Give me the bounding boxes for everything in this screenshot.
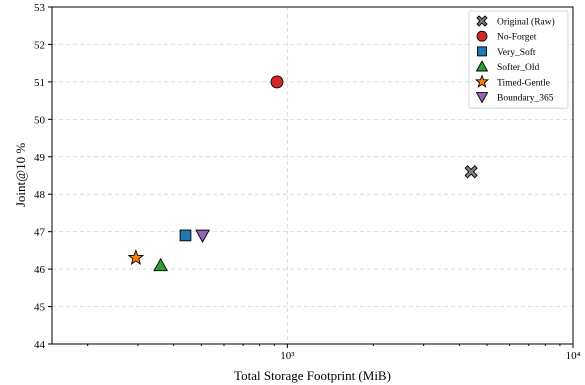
data-point-original-raw <box>464 165 478 179</box>
y-tick-label: 50 <box>34 114 46 126</box>
legend-marker-softer-old <box>475 60 489 72</box>
legend-label-boundary-365: Boundary_365 <box>497 94 554 104</box>
legend: Original (Raw) No-Forget Very_Soft Softer_O… <box>468 10 569 109</box>
y-axis-label: Joint@10 % <box>13 143 28 208</box>
data-point-timed-gentle <box>127 249 145 265</box>
legend-marker-timed-gentle <box>474 74 490 88</box>
data-point-boundary-365 <box>195 229 210 243</box>
x-axis-label: Total Storage Footprint (MiB) <box>234 368 391 383</box>
legend-marker-boundary-365 <box>475 92 489 104</box>
legend-label-softer-old: Softer_Old <box>497 62 539 73</box>
y-tick-label: 45 <box>34 302 46 314</box>
legend-label-no-forget: No-Forget <box>497 33 537 43</box>
legend-marker-no-forget <box>476 30 488 42</box>
y-tick-label: 46 <box>34 264 46 276</box>
legend-marker-original-raw <box>476 15 488 27</box>
plot-frame <box>51 6 574 345</box>
data-point-no-forget <box>270 75 284 89</box>
legend-marker-very-soft <box>477 46 487 57</box>
y-tick-label: 51 <box>34 77 45 89</box>
y-tick-label: 44 <box>34 339 46 351</box>
x-tick-label: 10⁴ <box>566 350 581 362</box>
axis-ticks: 44 45 46 47 48 49 50 51 52 53 10³ 10⁴ <box>34 2 581 362</box>
y-tick-label: 49 <box>34 152 46 164</box>
legend-label-timed-gentle: Timed-Gentle <box>497 78 550 88</box>
legend-box <box>468 10 569 109</box>
data-point-very-soft <box>179 229 192 242</box>
legend-label-original-raw: Original (Raw) <box>497 17 555 28</box>
legend-label-very-soft: Very_Soft <box>497 47 536 58</box>
y-tick-label: 52 <box>34 39 45 51</box>
y-tick-label: 47 <box>34 227 46 239</box>
data-point-softer-old <box>153 257 168 272</box>
y-tick-label: 53 <box>34 2 46 14</box>
y-tick-label: 48 <box>34 189 46 201</box>
x-tick-label: 10³ <box>280 350 295 362</box>
data-points <box>127 75 478 272</box>
